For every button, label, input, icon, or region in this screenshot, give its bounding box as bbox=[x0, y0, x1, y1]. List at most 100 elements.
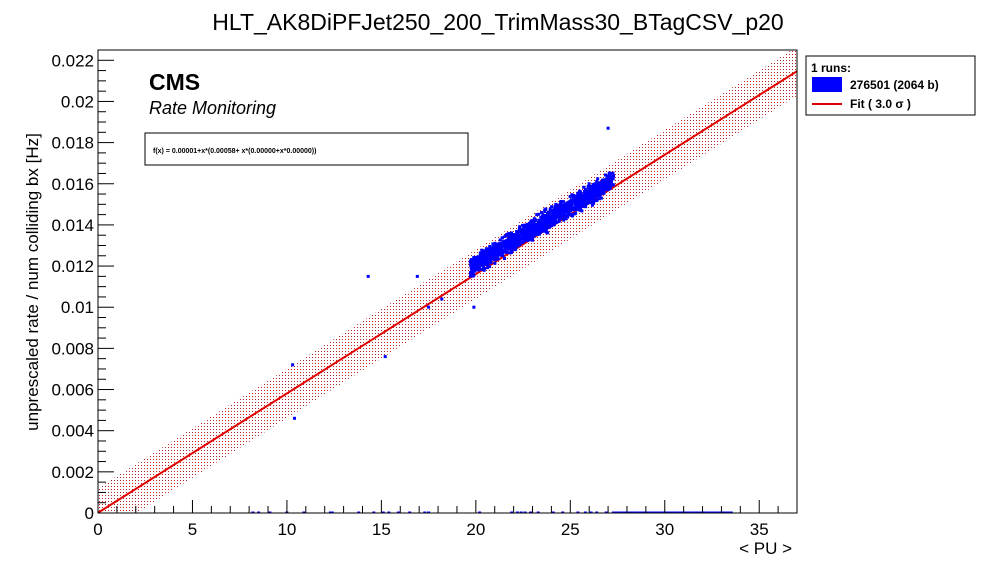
data-point-cluster bbox=[564, 210, 568, 213]
data-point-cluster bbox=[578, 201, 581, 204]
data-point-cluster bbox=[553, 205, 557, 209]
x-tick-label: 0 bbox=[93, 520, 102, 539]
data-point-cluster bbox=[472, 255, 476, 259]
y-tick-label: 0.004 bbox=[51, 422, 94, 441]
data-point-cluster bbox=[576, 193, 580, 197]
data-point-cluster bbox=[531, 222, 535, 226]
data-point-cluster bbox=[553, 222, 556, 226]
data-point-cluster bbox=[561, 206, 565, 210]
data-point-cluster bbox=[553, 208, 557, 212]
data-point-cluster bbox=[591, 186, 595, 190]
data-point-cluster bbox=[537, 226, 541, 230]
data-point-zero bbox=[478, 511, 482, 513]
data-point-cluster bbox=[493, 261, 497, 265]
data-point-cluster bbox=[592, 188, 596, 192]
data-point-cluster bbox=[535, 213, 539, 217]
data-point-cluster bbox=[486, 251, 490, 255]
data-point-cluster bbox=[476, 260, 479, 264]
data-point-cluster bbox=[544, 219, 548, 223]
data-point-zero bbox=[523, 511, 527, 513]
data-point-cluster bbox=[474, 258, 478, 262]
data-point-cluster bbox=[608, 186, 612, 190]
data-point-cluster bbox=[589, 200, 593, 203]
data-point-cluster bbox=[533, 227, 537, 231]
data-point-cluster bbox=[557, 218, 561, 222]
data-point-cluster bbox=[596, 193, 600, 197]
data-point-cluster bbox=[611, 177, 615, 181]
data-point-cluster bbox=[490, 249, 493, 253]
data-point-zero bbox=[396, 511, 400, 513]
data-point-cluster bbox=[575, 200, 579, 204]
x-tick-label: 25 bbox=[561, 520, 580, 539]
data-point-cluster bbox=[497, 244, 501, 248]
data-point-cluster bbox=[559, 200, 563, 203]
data-point-cluster bbox=[531, 228, 535, 232]
data-point-cluster bbox=[588, 195, 592, 199]
data-point-cluster bbox=[562, 211, 566, 215]
data-point-cluster bbox=[592, 197, 596, 200]
data-point-cluster bbox=[586, 198, 590, 202]
data-point-cluster bbox=[481, 256, 485, 260]
data-point-cluster bbox=[609, 176, 613, 180]
data-point-cluster bbox=[495, 257, 499, 260]
data-point-cluster bbox=[528, 233, 532, 237]
data-point-cluster bbox=[530, 219, 534, 223]
data-point-cluster bbox=[571, 205, 575, 209]
data-point-cluster bbox=[595, 179, 599, 183]
data-point-cluster bbox=[511, 239, 515, 243]
data-point-cluster bbox=[503, 246, 507, 250]
data-point bbox=[606, 126, 610, 130]
data-point-cluster bbox=[540, 216, 544, 220]
data-point-cluster bbox=[543, 210, 547, 213]
data-point-cluster bbox=[517, 229, 521, 233]
data-point-cluster bbox=[590, 203, 594, 207]
data-point-zero bbox=[510, 511, 514, 513]
data-point-cluster bbox=[559, 213, 563, 217]
data-point-cluster bbox=[568, 195, 572, 199]
data-point-cluster bbox=[592, 190, 596, 194]
data-point-cluster bbox=[582, 193, 586, 197]
data-point-cluster bbox=[608, 172, 612, 176]
data-point-cluster bbox=[516, 233, 519, 237]
data-point-cluster bbox=[537, 218, 541, 222]
data-point-cluster bbox=[605, 183, 609, 187]
data-point-cluster bbox=[598, 185, 601, 189]
data-point-cluster bbox=[483, 249, 487, 253]
data-point-cluster bbox=[522, 225, 526, 229]
data-point-zero bbox=[381, 511, 385, 513]
data-point-cluster bbox=[607, 184, 611, 188]
data-point-cluster bbox=[555, 220, 559, 224]
data-point-cluster bbox=[509, 244, 513, 248]
data-point-cluster bbox=[497, 242, 501, 246]
data-point-cluster bbox=[583, 203, 587, 207]
data-point-cluster bbox=[586, 189, 590, 193]
x-tick-label: 35 bbox=[750, 520, 769, 539]
rate-monitoring-label: Rate Monitoring bbox=[149, 98, 276, 118]
data-point-cluster bbox=[606, 187, 610, 191]
data-point-cluster bbox=[505, 245, 509, 249]
data-point-cluster bbox=[556, 207, 560, 211]
data-point-cluster bbox=[537, 212, 541, 216]
legend-header: 1 runs: bbox=[811, 61, 851, 75]
data-point-cluster bbox=[597, 181, 601, 185]
data-point-cluster bbox=[588, 192, 592, 196]
data-point-cluster bbox=[595, 195, 599, 199]
data-point-cluster bbox=[576, 196, 580, 200]
fit-formula: f(x) = 0.00001+x*(0.00058+ x*(0.00000+x*… bbox=[153, 148, 316, 155]
data-point-cluster bbox=[478, 251, 482, 255]
data-point-cluster bbox=[531, 238, 535, 242]
data-point-cluster bbox=[556, 209, 560, 213]
data-point-zero bbox=[408, 511, 412, 513]
data-point-cluster bbox=[509, 232, 513, 236]
data-point-cluster bbox=[609, 179, 613, 183]
data-point-cluster bbox=[606, 175, 610, 179]
data-point-zero bbox=[427, 511, 431, 513]
data-point-cluster bbox=[605, 180, 609, 183]
data-point-cluster bbox=[469, 274, 472, 278]
data-point-cluster bbox=[562, 218, 566, 222]
data-point-cluster bbox=[535, 225, 539, 228]
data-point-cluster bbox=[562, 208, 566, 212]
data-point-cluster bbox=[576, 191, 580, 195]
data-point-zero bbox=[328, 511, 332, 513]
